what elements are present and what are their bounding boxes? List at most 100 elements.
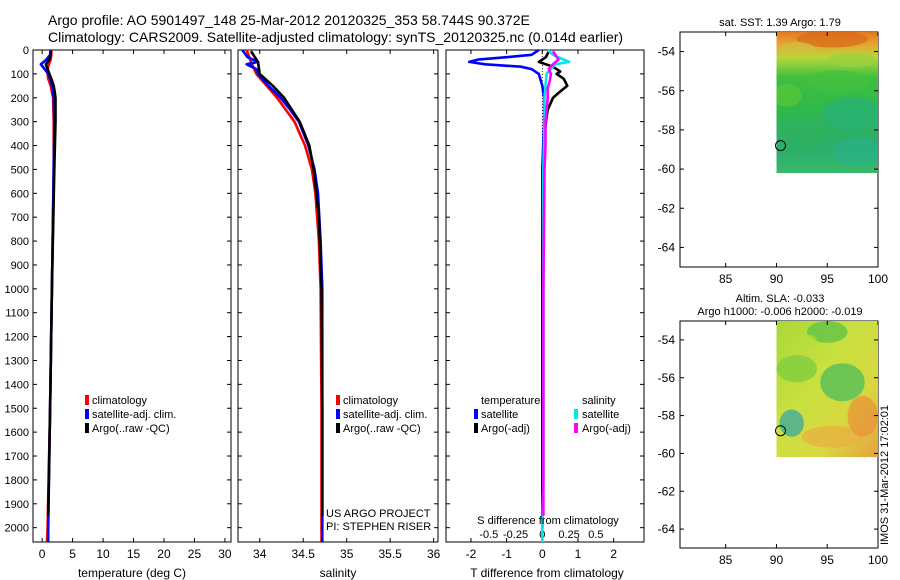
legend-salinity-heading: salinity [582,395,616,407]
map-y-tick-label: -60 [658,162,676,176]
legend-swatch-climatology [85,395,89,405]
x-tick-label: 36 [427,547,441,561]
sla-field-patch [796,334,818,349]
map-y-tick-label: -54 [658,333,676,347]
map-y-tick-label: -54 [658,45,676,59]
temperature-legend: climatology satellite-adj. clim. Argo(..… [85,395,176,435]
x-tick-label: 10 [96,547,110,561]
sla-map-title-line1: Altim. SLA: -0.033 [736,293,825,305]
sst-field-patch [806,70,868,93]
legend-swatch-climatology [336,395,340,405]
temperature-plot-frame [32,49,232,543]
difference-s-axis: -0.5 -0.25 0 0.25 0.5 [479,529,603,541]
salinity-series [241,49,324,542]
depth-tick-label: 1000 [5,284,29,296]
sst-map-axes: 85 90 95 100 -54 -56 -58 -60 -62 -64 [658,32,888,286]
series-line-argo-raw-qc- [249,50,324,516]
salinity-panel: 34 34.5 35 35.5 36 salinity climatology sate… [237,49,441,580]
sla-field [776,321,878,458]
s-difference-label: S difference from climatology [477,515,619,527]
map-y-tick-label: -62 [658,484,676,498]
difference-depth-ticks [446,49,644,529]
depth-tick-label: 500 [11,164,29,176]
temperature-x-label: temperature (deg C) [78,566,186,580]
sst-field-patch [778,41,816,56]
legend-label-s-satellite: satellite [582,409,619,421]
argo-location-marker [775,425,787,437]
sla-map-axes: 85 90 95 100 -54 -56 -58 -60 -62 -64 [658,321,888,567]
map-x-tick-label: 90 [770,553,784,567]
sst-field-patch [832,137,879,166]
x-tick-label: 30 [218,547,232,561]
sla-map-panel: Altim. SLA: -0.033 Argo h1000: -0.006 h2… [658,293,889,567]
map-x-tick-label: 85 [719,272,733,286]
legend-swatch-t-satellite [474,409,478,419]
legend-label-t-argo: Argo(-adj) [481,423,530,435]
series-line-salinity-argo-adj- [542,50,560,516]
x-tick-label: 35.5 [378,547,402,561]
legend-swatch-t-argo [474,423,478,433]
x-tick-label: 20 [157,547,171,561]
legend-swatch-s-satellite [574,409,578,419]
difference-t-axis: -2 -1 0 1 2 [466,50,617,561]
sla-field-patch [847,395,878,437]
sst-field-patch [827,53,878,68]
sla-field-patch [801,425,863,448]
map-y-tick-label: -56 [658,371,676,385]
sst-field-patch [776,84,802,107]
x-tick-label: 25 [188,547,202,561]
x-tick-label: 34 [253,547,267,561]
s-tick-label: 0.5 [588,529,603,541]
depth-tick-label: 1100 [5,308,29,320]
depth-tick-label: 1300 [5,355,29,367]
legend-label-t-satellite: satellite [481,409,518,421]
x-tick-label: 2 [610,547,617,561]
map-y-tick-label: -64 [658,240,676,254]
legend-label-argo: Argo(..raw -QC) [343,423,421,435]
sla-field-layer [776,321,878,458]
depth-tick-label: 100 [11,69,29,81]
sst-map-title: sat. SST: 1.39 Argo: 1.79 [719,17,841,29]
map-x-tick-label: 95 [821,553,835,567]
temperature-series [39,49,57,543]
sla-field-patch [779,409,804,437]
header-title-line1: Argo profile: AO 5901497_148 25-Mar-2012… [48,12,530,28]
depth-tick-label: 400 [11,141,29,153]
legend-swatch-argo [85,423,89,433]
map-y-tick-label: -58 [658,123,676,137]
temperature-panel: 0100200300400500600700800900100011001200… [5,45,232,580]
sst-field-patch [822,96,879,131]
map-y-tick-label: -58 [658,409,676,423]
x-tick-label: 34.5 [292,547,316,561]
salinity-plot-frame [237,49,439,543]
map-x-tick-label: 95 [821,272,835,286]
legend-swatch-satellite [336,409,340,419]
difference-legend: temperature satellite Argo(-adj) salinit… [474,395,631,435]
salinity-x-axis: 34 34.5 35 35.5 36 [253,50,441,561]
legend-swatch-satellite [85,409,89,419]
map-y-tick-label: -64 [658,522,676,536]
sla-map-title-line2: Argo h1000: -0.006 h2000: -0.019 [697,306,862,318]
x-tick-label: 35 [340,547,354,561]
s-tick-label: 0.25 [558,529,579,541]
legend-label-satellite: satellite-adj. clim. [343,409,427,421]
depth-tick-label: 1500 [5,403,29,415]
pi-annotation: PI: STEPHEN RISER [326,521,431,533]
x-tick-label: 15 [127,547,141,561]
legend-temperature-heading: temperature [481,395,540,407]
map-x-tick-label: 90 [770,272,784,286]
difference-series [467,48,571,542]
depth-tick-label: 1200 [5,332,29,344]
series-line-argo-raw-qc- [44,51,57,516]
s-tick-label: -0.25 [503,529,528,541]
salinity-legend: climatology satellite-adj. clim. Argo(..… [336,395,427,435]
map-y-tick-label: -62 [658,201,676,215]
depth-tick-label: 1400 [5,379,29,391]
depth-tick-label: 1800 [5,475,29,487]
x-tick-label: 0 [539,547,546,561]
depth-tick-label: 700 [11,212,29,224]
sst-field-patch [776,116,828,151]
sst-field-patch [796,32,868,48]
argo-location-marker [775,140,787,152]
